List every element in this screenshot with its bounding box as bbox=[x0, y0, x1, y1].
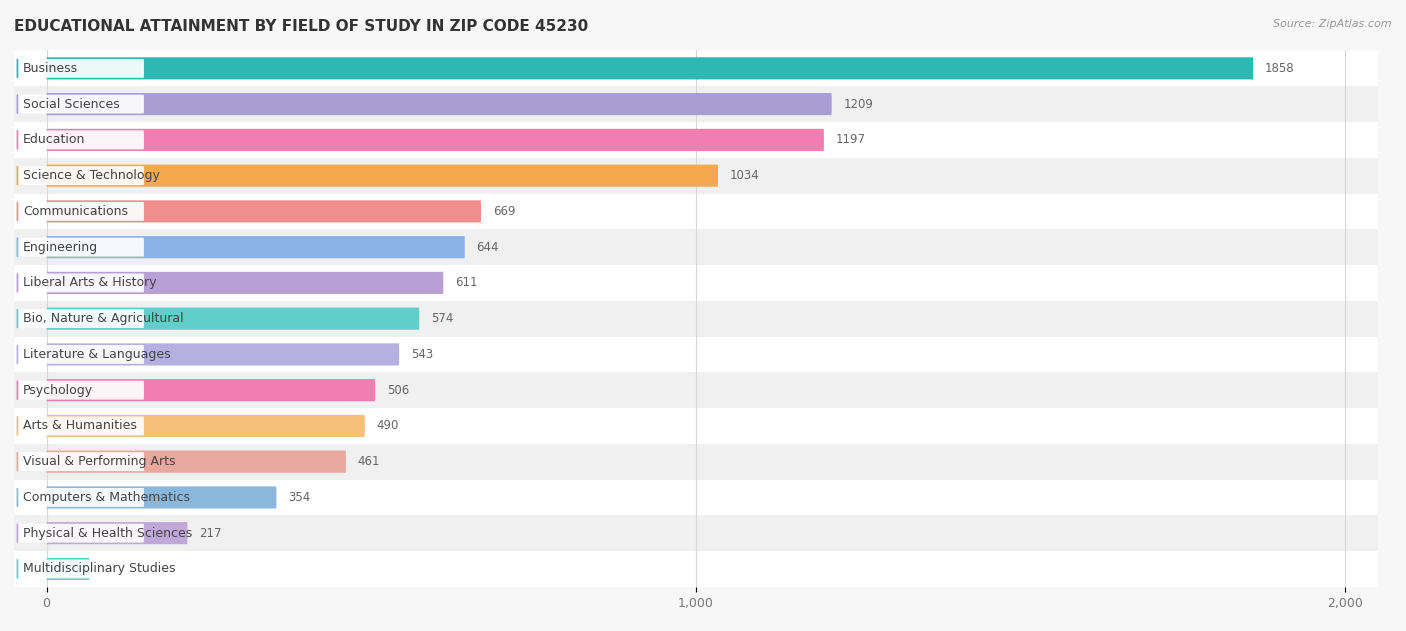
Text: Multidisciplinary Studies: Multidisciplinary Studies bbox=[22, 562, 176, 575]
Bar bbox=[14, 480, 1406, 516]
Bar bbox=[14, 408, 1406, 444]
Bar bbox=[14, 50, 1406, 86]
Bar bbox=[14, 265, 1406, 301]
FancyBboxPatch shape bbox=[17, 452, 143, 471]
Text: 354: 354 bbox=[288, 491, 311, 504]
FancyBboxPatch shape bbox=[46, 93, 832, 115]
FancyBboxPatch shape bbox=[17, 131, 143, 150]
Text: Arts & Humanities: Arts & Humanities bbox=[22, 420, 136, 432]
Text: Science & Technology: Science & Technology bbox=[22, 169, 160, 182]
FancyBboxPatch shape bbox=[46, 165, 718, 187]
FancyBboxPatch shape bbox=[17, 273, 143, 292]
FancyBboxPatch shape bbox=[17, 166, 143, 185]
Bar bbox=[14, 194, 1406, 229]
Text: 543: 543 bbox=[411, 348, 433, 361]
Text: Engineering: Engineering bbox=[22, 240, 98, 254]
Text: 506: 506 bbox=[387, 384, 409, 397]
Text: Bio, Nature & Agricultural: Bio, Nature & Agricultural bbox=[22, 312, 183, 325]
Text: Computers & Mathematics: Computers & Mathematics bbox=[22, 491, 190, 504]
Text: Liberal Arts & History: Liberal Arts & History bbox=[22, 276, 156, 290]
Bar bbox=[14, 372, 1406, 408]
Text: 644: 644 bbox=[477, 240, 499, 254]
Text: 490: 490 bbox=[377, 420, 399, 432]
FancyBboxPatch shape bbox=[17, 560, 143, 579]
FancyBboxPatch shape bbox=[17, 202, 143, 221]
Text: Communications: Communications bbox=[22, 205, 128, 218]
Text: 217: 217 bbox=[200, 527, 222, 540]
FancyBboxPatch shape bbox=[17, 380, 143, 399]
Bar bbox=[14, 516, 1406, 551]
FancyBboxPatch shape bbox=[46, 522, 187, 545]
Bar bbox=[14, 158, 1406, 194]
Text: Physical & Health Sciences: Physical & Health Sciences bbox=[22, 527, 193, 540]
Text: 669: 669 bbox=[492, 205, 515, 218]
Text: Education: Education bbox=[22, 133, 86, 146]
Text: 611: 611 bbox=[456, 276, 478, 290]
Text: 1209: 1209 bbox=[844, 98, 873, 110]
Bar bbox=[14, 122, 1406, 158]
FancyBboxPatch shape bbox=[17, 488, 143, 507]
Text: Source: ZipAtlas.com: Source: ZipAtlas.com bbox=[1274, 19, 1392, 29]
Bar bbox=[14, 444, 1406, 480]
Text: 574: 574 bbox=[432, 312, 453, 325]
Text: Business: Business bbox=[22, 62, 77, 75]
Bar bbox=[14, 336, 1406, 372]
FancyBboxPatch shape bbox=[46, 272, 443, 294]
Bar bbox=[14, 301, 1406, 336]
FancyBboxPatch shape bbox=[46, 57, 1253, 80]
FancyBboxPatch shape bbox=[46, 415, 364, 437]
FancyBboxPatch shape bbox=[17, 59, 143, 78]
Text: 1858: 1858 bbox=[1265, 62, 1295, 75]
Bar bbox=[14, 551, 1406, 587]
FancyBboxPatch shape bbox=[17, 524, 143, 543]
Text: EDUCATIONAL ATTAINMENT BY FIELD OF STUDY IN ZIP CODE 45230: EDUCATIONAL ATTAINMENT BY FIELD OF STUDY… bbox=[14, 19, 588, 34]
Text: Literature & Languages: Literature & Languages bbox=[22, 348, 170, 361]
FancyBboxPatch shape bbox=[46, 129, 824, 151]
Bar bbox=[14, 229, 1406, 265]
FancyBboxPatch shape bbox=[46, 343, 399, 365]
Bar bbox=[14, 86, 1406, 122]
Text: 1034: 1034 bbox=[730, 169, 759, 182]
FancyBboxPatch shape bbox=[46, 200, 481, 223]
Text: Psychology: Psychology bbox=[22, 384, 93, 397]
FancyBboxPatch shape bbox=[17, 416, 143, 435]
Text: Social Sciences: Social Sciences bbox=[22, 98, 120, 110]
FancyBboxPatch shape bbox=[17, 345, 143, 364]
FancyBboxPatch shape bbox=[17, 238, 143, 257]
Text: 66: 66 bbox=[101, 562, 117, 575]
FancyBboxPatch shape bbox=[46, 307, 419, 330]
FancyBboxPatch shape bbox=[46, 451, 346, 473]
FancyBboxPatch shape bbox=[46, 379, 375, 401]
Text: 461: 461 bbox=[357, 455, 380, 468]
FancyBboxPatch shape bbox=[17, 309, 143, 328]
FancyBboxPatch shape bbox=[17, 95, 143, 114]
FancyBboxPatch shape bbox=[46, 558, 90, 580]
FancyBboxPatch shape bbox=[46, 236, 465, 258]
Text: 1197: 1197 bbox=[835, 133, 866, 146]
FancyBboxPatch shape bbox=[46, 487, 277, 509]
Text: Visual & Performing Arts: Visual & Performing Arts bbox=[22, 455, 176, 468]
